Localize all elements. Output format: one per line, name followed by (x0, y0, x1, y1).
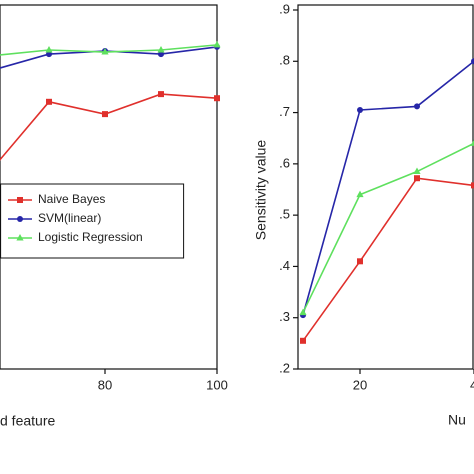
marker (102, 111, 108, 118)
marker (157, 46, 165, 53)
marker (356, 190, 364, 198)
y-tick-label: .3 (279, 309, 290, 324)
marker (46, 98, 52, 105)
series-line (302, 177, 474, 342)
y-axis-title: Sensitivity value (253, 140, 269, 241)
legend-label: SVM(linear) (38, 211, 101, 225)
marker (158, 91, 164, 98)
marker (357, 107, 363, 114)
x-tick-label: 80 (98, 377, 112, 392)
legend-label: Logistic Regression (38, 230, 143, 244)
x-tick-label: 4 (470, 377, 474, 392)
marker (101, 48, 109, 55)
y-tick-label: .8 (279, 53, 290, 68)
legend-label: Naive Bayes (38, 192, 105, 206)
marker (414, 175, 420, 182)
marker (414, 103, 420, 110)
y-tick-label: .6 (279, 155, 290, 170)
marker (471, 182, 474, 189)
series-line (302, 60, 474, 316)
y-tick-label: .4 (279, 258, 290, 273)
x-tick-label: 20 (353, 377, 367, 392)
x-axis-title: Nu (448, 412, 466, 428)
marker (299, 308, 307, 316)
marker (413, 167, 421, 175)
x-axis-title: d feature (0, 413, 55, 429)
y-tick-label: .7 (279, 104, 290, 119)
marker (471, 58, 474, 65)
series-line (302, 142, 474, 313)
marker (45, 46, 53, 53)
x-tick-label: 100 (206, 377, 228, 392)
legend-marker (17, 216, 23, 222)
marker (213, 40, 221, 48)
legend-marker (17, 197, 23, 203)
y-tick-label: .5 (279, 207, 290, 222)
y-tick-label: .2 (279, 360, 290, 375)
marker (46, 51, 52, 58)
legend-box (0, 183, 185, 259)
marker (158, 51, 164, 58)
marker (300, 337, 306, 344)
marker (357, 258, 363, 265)
legend-marker (16, 234, 24, 241)
y-tick-label: .9 (279, 1, 290, 16)
marker (214, 95, 220, 102)
plot-frame (0, 4, 218, 370)
marker (470, 139, 474, 146)
